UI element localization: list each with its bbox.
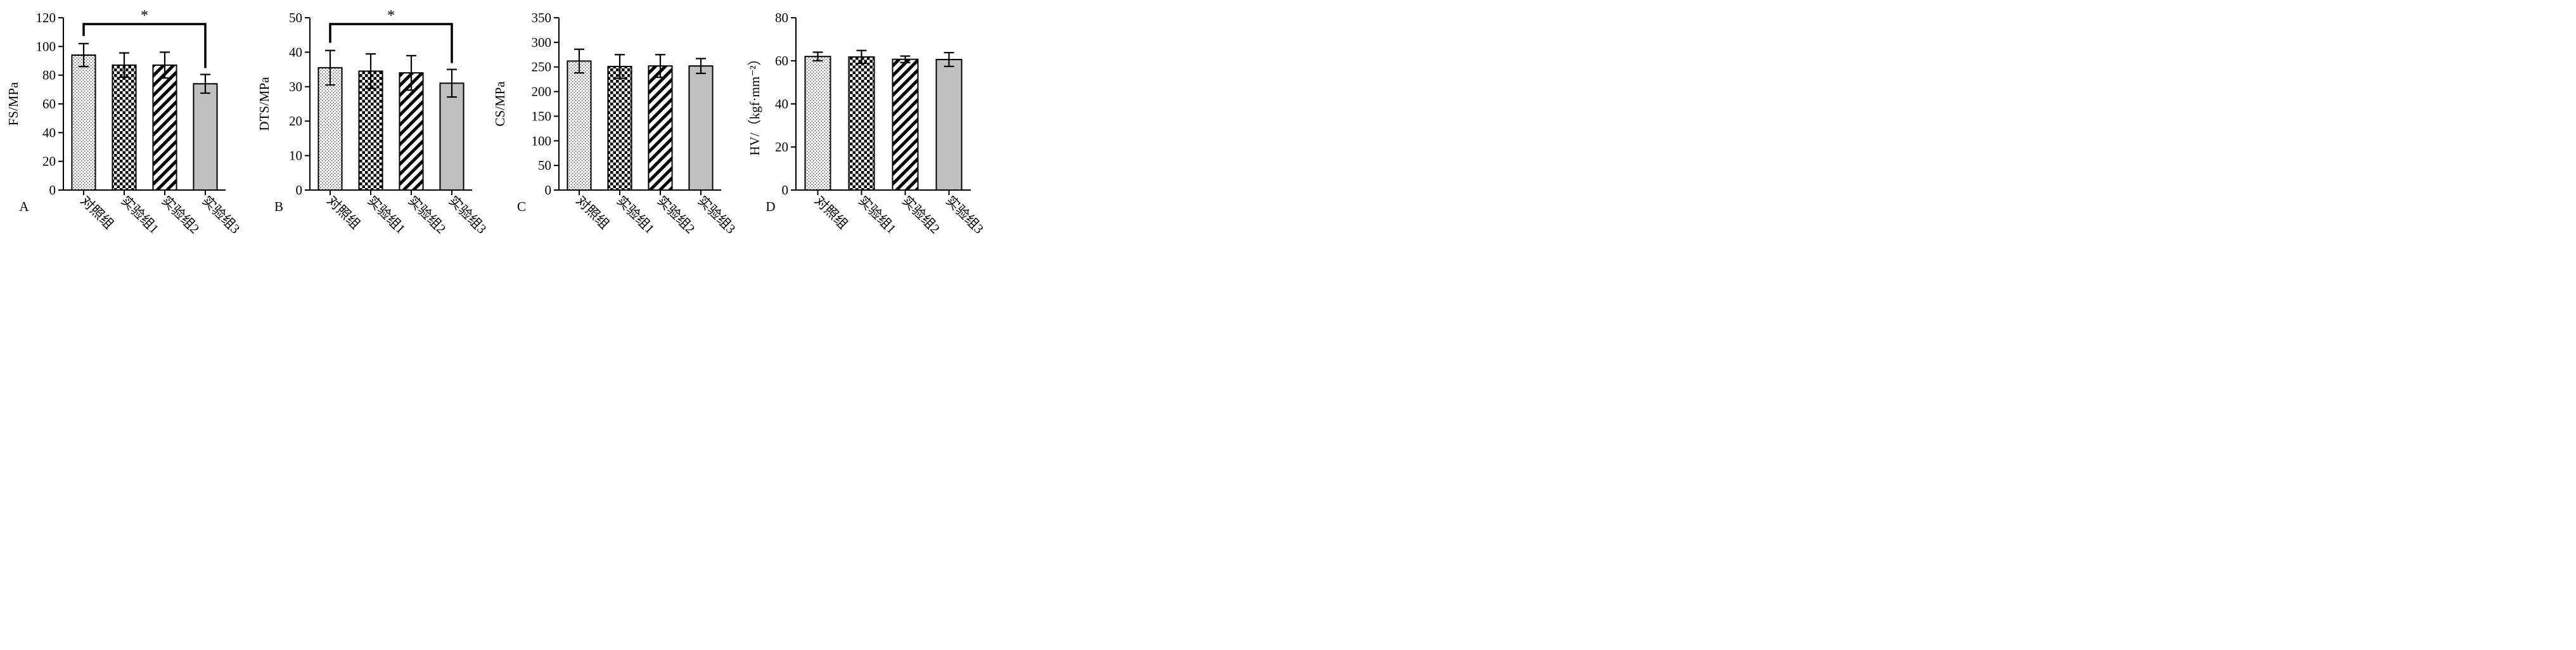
y-axis-title: HV/（kgf·mm⁻²） (747, 52, 762, 155)
y-tick-label: 20 (775, 139, 788, 155)
y-tick-label: 30 (289, 79, 302, 94)
category-label: 实验组1 (364, 193, 408, 237)
y-tick-label: 20 (42, 154, 56, 169)
bar (71, 54, 96, 191)
y-tick-label: 40 (775, 96, 788, 112)
bar (152, 64, 177, 191)
bar (892, 58, 919, 191)
category-label: 实验组2 (405, 193, 449, 237)
y-tick-label: 0 (545, 182, 552, 198)
category-label: 实验组2 (899, 193, 943, 237)
y-tick-label: 200 (532, 84, 552, 99)
bar (935, 58, 963, 191)
y-tick-label: 300 (532, 35, 552, 50)
y-tick-label: 60 (42, 96, 56, 112)
y-tick-label: 80 (775, 10, 788, 25)
y-tick-label: 60 (775, 53, 788, 68)
category-label: 实验组3 (199, 193, 243, 237)
category-label: 实验组3 (445, 193, 489, 237)
bar (567, 60, 592, 191)
category-label: 实验组1 (613, 193, 657, 237)
chart-panel-c: 0 50 100 150 200 250 300 350 CS/MPa 对照组 实验组1实验组2实验… (492, 10, 738, 237)
significance-marker: * (387, 8, 395, 24)
y-axis-title: CS/MPa (492, 81, 508, 127)
bar (439, 82, 465, 191)
bar (193, 83, 218, 191)
y-tick-label: 120 (36, 10, 56, 25)
panel-letter: C (517, 199, 526, 214)
bar (317, 67, 343, 191)
chart-panel-d: 0 20 40 60 80 HV/（kgf·mm⁻²） 对照组 实验组1 实验组2 实验组3 D (747, 10, 987, 237)
category-label: 实验组3 (943, 193, 987, 237)
y-tick-label: 100 (36, 39, 56, 54)
bar (804, 56, 831, 191)
bar (607, 65, 632, 191)
y-tick-label: 40 (289, 44, 302, 60)
y-tick-label: 10 (289, 148, 302, 163)
category-label: 对照组 (812, 193, 851, 233)
y-tick-label: 50 (538, 158, 551, 173)
significance-bracket (329, 23, 453, 63)
category-label: 对照组 (573, 193, 612, 233)
y-axis-title: FS/MPa (6, 82, 21, 126)
y-tick-label: 40 (42, 125, 56, 140)
category-label: 实验组1 (118, 193, 162, 237)
y-tick-label: 0 (49, 182, 56, 198)
y-tick-label: 0 (782, 182, 789, 198)
panel-letter: A (19, 199, 29, 214)
category-label: 对照组 (324, 193, 363, 233)
panel-letter: D (766, 199, 775, 214)
y-axis-title: DTS/MPa (257, 77, 272, 131)
y-tick-label: 350 (532, 10, 552, 25)
category-label: 实验组1 (855, 193, 899, 237)
category-label: 实验组2 (654, 193, 698, 237)
y-tick-label: 150 (532, 108, 552, 124)
y-tick-label: 100 (532, 133, 552, 148)
y-tick-label: 250 (532, 60, 552, 75)
category-label: 实验组2 (158, 193, 202, 237)
y-tick-label: 20 (289, 113, 302, 129)
significance-marker: * (141, 8, 148, 24)
panel-letter: B (274, 199, 283, 214)
category-label: 实验组3 (695, 193, 738, 237)
category-label: 对照组 (77, 193, 117, 233)
y-tick-label: 50 (289, 10, 302, 25)
significance-bracket (82, 23, 207, 68)
bar (848, 56, 875, 191)
bar (688, 65, 714, 191)
bar (112, 64, 137, 191)
y-tick-label: 80 (42, 68, 56, 83)
bar (648, 65, 673, 191)
y-tick-label: 0 (296, 182, 303, 198)
